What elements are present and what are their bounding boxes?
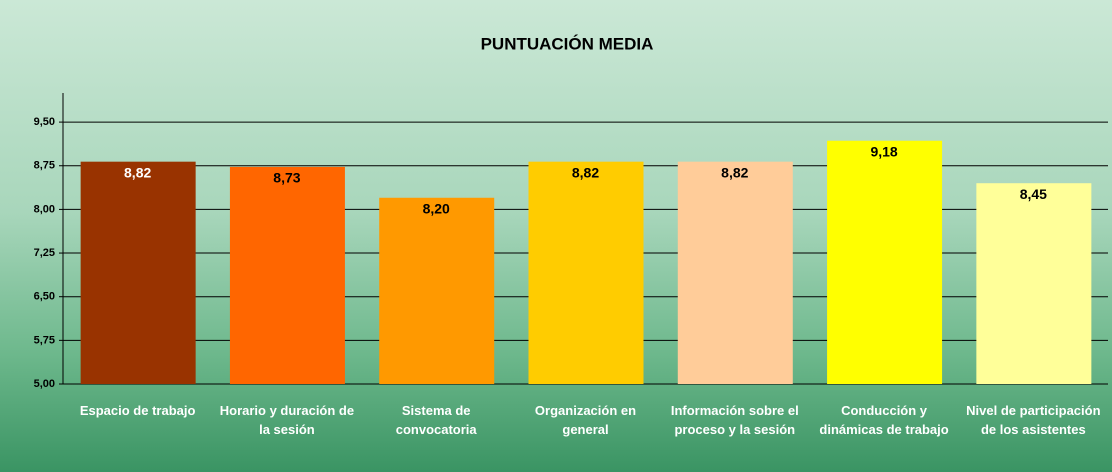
bar <box>677 161 793 384</box>
x-tick-label: Sistema de convocatoria <box>395 403 477 437</box>
y-tick-label: 8,00 <box>34 203 55 215</box>
y-tick-label: 6,50 <box>34 291 55 303</box>
value-label: 8,45 <box>1020 186 1047 202</box>
bar <box>976 183 1092 384</box>
y-tick-label: 5,00 <box>34 378 55 390</box>
bar <box>229 166 345 384</box>
x-tick-label: Conducción y dinámicas de trabajo <box>819 403 949 437</box>
value-label: 8,20 <box>423 200 450 216</box>
value-label: 8,82 <box>721 164 748 180</box>
value-label: 9,18 <box>870 143 897 159</box>
y-tick-label: 7,25 <box>34 247 55 259</box>
value-label: 8,82 <box>572 164 599 180</box>
bar <box>80 161 196 384</box>
y-tick-label: 8,75 <box>34 160 55 172</box>
chart-title: PUNTUACIÓN MEDIA <box>481 34 654 53</box>
x-tick-label: Horario y duración de la sesión <box>219 403 355 437</box>
x-tick-label: Organización en general <box>534 403 637 437</box>
y-tick-label: 9,50 <box>34 116 55 128</box>
value-label: 8,82 <box>124 164 151 180</box>
value-label: 8,73 <box>273 170 300 186</box>
x-tick-label: Nivel de participación de los asistentes <box>966 403 1101 437</box>
x-tick-label: Información sobre el proceso y la sesión <box>670 403 799 437</box>
x-tick-label: Espacio de trabajo <box>79 403 196 418</box>
bar <box>379 197 495 384</box>
y-tick-label: 5,75 <box>34 334 55 346</box>
bar <box>528 161 644 384</box>
bar <box>827 140 943 384</box>
